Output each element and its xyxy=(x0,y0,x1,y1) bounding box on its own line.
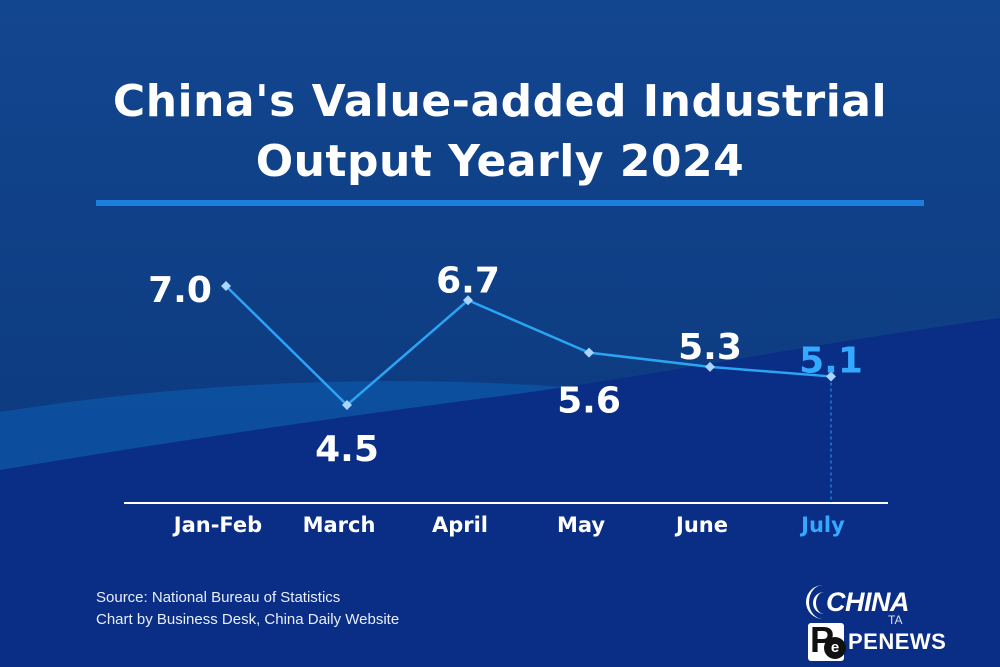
data-point-june xyxy=(705,361,715,372)
data-point-jan-feb xyxy=(221,281,231,291)
tick-label-june: June xyxy=(674,513,728,537)
value-label-july: 5.1 xyxy=(799,340,863,381)
tick-label-may: May xyxy=(557,513,605,537)
value-label-jan-feb: 7.0 xyxy=(148,270,212,311)
tick-label-jan-feb: Jan-Feb xyxy=(172,513,262,537)
title-line-1: China's Value-added Industrial xyxy=(112,76,888,127)
value-label-june: 5.3 xyxy=(678,327,742,368)
source-text: Source: National Bureau of Statistics xyxy=(96,589,341,606)
logo-arc-outer xyxy=(806,585,831,619)
title-line-2: Output Yearly 2024 xyxy=(255,136,745,187)
logo-word: CHINA xyxy=(826,587,910,617)
data-point-july xyxy=(826,371,836,382)
logo-e-mark: e xyxy=(824,637,846,659)
tick-label-april: April xyxy=(432,513,488,537)
background-wave-dark xyxy=(0,318,1000,667)
logo-sub: TA xyxy=(888,613,903,627)
title-underline xyxy=(96,200,924,206)
data-point-april xyxy=(463,295,473,306)
chart-title: China's Value-added Industrial Output Ye… xyxy=(0,72,1000,192)
tick-label-march: March xyxy=(303,513,376,537)
footer: Source: National Bureau of Statistics Ch… xyxy=(96,587,399,631)
logo-arc-inner xyxy=(813,592,828,614)
brand-logo: CHINA TA P e PENEWS xyxy=(806,583,1000,663)
logo-brand: PENEWS xyxy=(848,629,947,654)
data-point-may xyxy=(584,347,594,358)
value-label-march: 4.5 xyxy=(315,429,379,470)
data-point-march xyxy=(342,400,352,410)
value-label-may: 5.6 xyxy=(557,381,621,422)
value-label-april: 6.7 xyxy=(436,260,500,301)
logo-p-box: P e xyxy=(808,619,846,661)
tick-label-july: July xyxy=(799,513,845,537)
credit-text: Chart by Business Desk, China Daily Webs… xyxy=(96,611,400,628)
series-line xyxy=(225,285,832,407)
